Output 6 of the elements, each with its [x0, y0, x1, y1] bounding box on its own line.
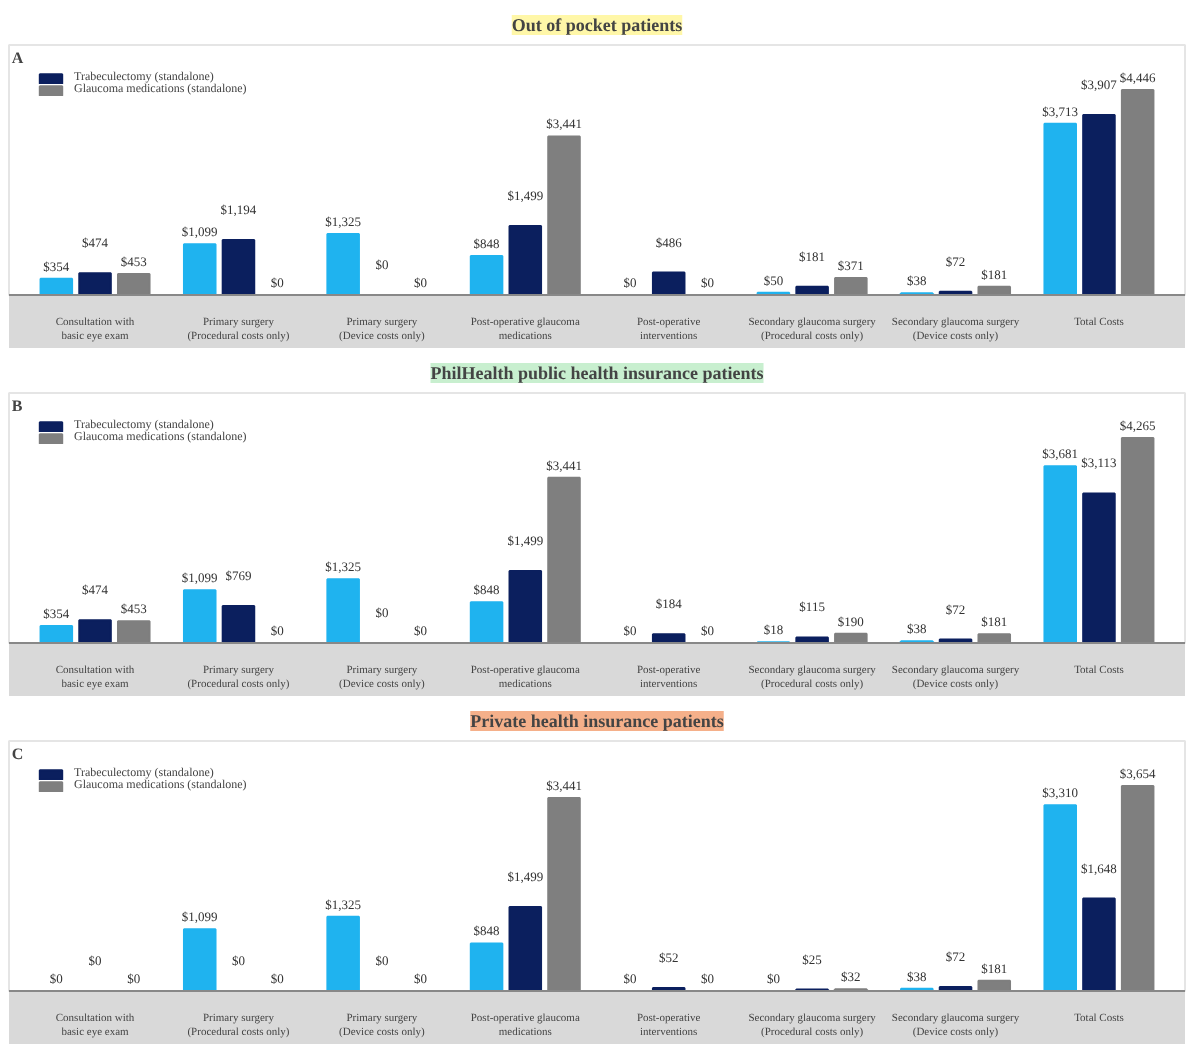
chart-title: PhilHealth public health insurance patients	[430, 363, 765, 383]
chart-title: Out of pocket patients	[511, 15, 684, 35]
chart-title: Private health insurance patients	[470, 711, 725, 731]
text: B	[11, 397, 24, 416]
text: C	[11, 745, 24, 764]
text: A	[11, 49, 24, 68]
